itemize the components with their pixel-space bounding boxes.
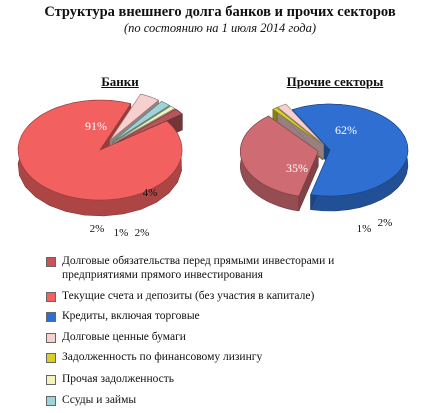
legend-swatch bbox=[46, 353, 56, 363]
legend-label: Долговые обязательства перед прямыми инв… bbox=[62, 255, 335, 281]
other-sectors-slice-label-2: 1% bbox=[357, 223, 372, 235]
banks-slice-label-4: 2% bbox=[90, 223, 105, 235]
legend-label: Прочая задолженность bbox=[62, 373, 175, 385]
legend-swatch bbox=[46, 375, 56, 385]
banks-slice-4 bbox=[115, 108, 183, 144]
banks-slice-0 bbox=[17, 99, 183, 201]
legend-swatch bbox=[46, 257, 56, 267]
other-sectors-pie: 62% 35% 1% 2% bbox=[239, 103, 409, 235]
legend-swatch bbox=[46, 312, 56, 322]
legend-label: Ссуды и займы bbox=[62, 394, 137, 406]
other-sectors-slice-0 bbox=[291, 103, 409, 197]
title-block: Структура внешнего долга банков и прочих… bbox=[0, 4, 440, 36]
chart-title: Структура внешнего долга банков и прочих… bbox=[44, 4, 396, 20]
legend-item-other-debt: Прочая задолженность bbox=[46, 372, 392, 386]
legend-swatch bbox=[46, 396, 56, 406]
banks-chart-title: Банки bbox=[101, 74, 139, 89]
banks-pie: 91% 4% 2% 1% 2% bbox=[17, 93, 183, 239]
legend-label: Текущие счета и депозиты (без участия в … bbox=[62, 290, 315, 302]
other-sectors-slice-label-0: 62% bbox=[335, 123, 357, 137]
banks-slice-1 bbox=[109, 93, 160, 141]
legend-swatch bbox=[46, 292, 56, 302]
legend-label: Кредиты, включая торговые bbox=[62, 310, 200, 322]
legend-item-credits: Кредиты, включая торговые bbox=[46, 309, 392, 323]
banks-slice-label-1: 4% bbox=[143, 187, 158, 199]
legend-item-financial-leasing: Задолженность по финансовому лизингу bbox=[46, 350, 392, 364]
other-sectors-slice-1 bbox=[240, 115, 319, 197]
legend-label: Задолженность по финансовому лизингу bbox=[62, 351, 263, 363]
other-sectors-slice-label-3: 2% bbox=[378, 217, 393, 229]
chart-subtitle: (по состоянию на 1 июля 2014 года) bbox=[123, 21, 317, 35]
banks-slice-3 bbox=[114, 105, 176, 143]
legend-item-current-accounts: Текущие счета и депозиты (без участия в … bbox=[46, 289, 392, 303]
other-sectors-slice-label-1: 35% bbox=[286, 161, 308, 175]
banks-slice-label-3: 1% bbox=[114, 227, 129, 239]
pie-charts: 91% 4% 2% 1% 2% 62% 35% 1% 2% bbox=[17, 93, 409, 239]
legend-item-debt-securities: Долговые ценные бумаги bbox=[46, 330, 392, 344]
other-sectors-slice-2 bbox=[272, 107, 323, 146]
legend-item-direct-investment: Долговые обязательства перед прямыми инв… bbox=[46, 254, 392, 282]
legend-item-loans: Ссуды и займы bbox=[46, 393, 392, 407]
other-sectors-slice-3 bbox=[277, 103, 324, 145]
legend-swatch bbox=[46, 333, 56, 343]
legend-label: Долговые ценные бумаги bbox=[62, 331, 186, 343]
banks-slice-label-2: 2% bbox=[135, 227, 150, 239]
banks-slice-2 bbox=[112, 101, 171, 142]
banks-slice-label-0: 91% bbox=[85, 119, 107, 133]
other-sectors-chart-title: Прочие секторы bbox=[286, 74, 384, 89]
